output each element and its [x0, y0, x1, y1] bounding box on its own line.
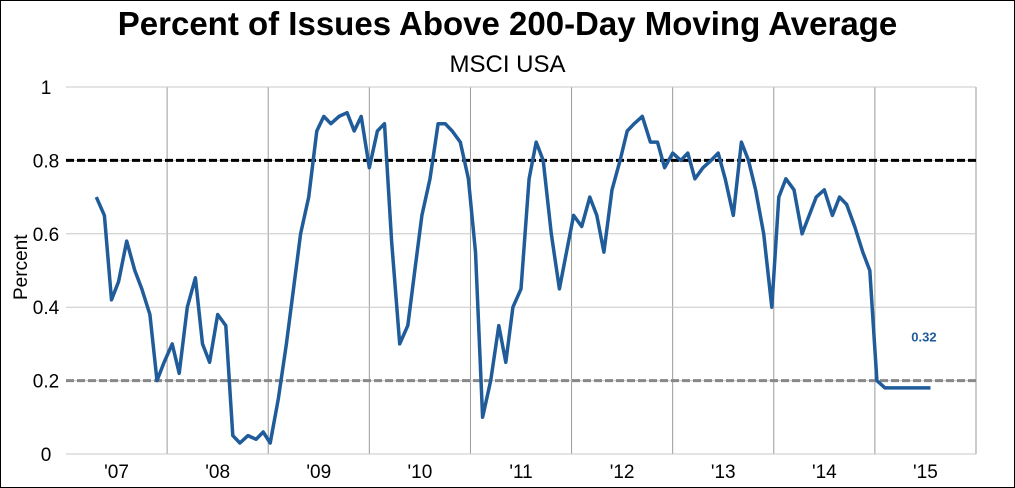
- y-ticks: 0 0.2 0.4 0.6 0.8 1: [33, 78, 60, 466]
- chart-subtitle: MSCI USA: [449, 51, 566, 78]
- x-tick-label: '10: [408, 462, 433, 483]
- data-label: 0.32: [911, 330, 936, 345]
- series-line: [94, 110, 931, 445]
- y-tick-label: 0.8: [33, 151, 59, 172]
- x-tick-label: '09: [306, 462, 331, 483]
- x-tick-label: '14: [812, 462, 837, 483]
- x-tick-label: '12: [610, 462, 635, 483]
- annotations: 0.32: [911, 330, 936, 345]
- y-tick-label: 1: [41, 78, 52, 99]
- reference-lines: [66, 158, 976, 383]
- chart-title: Percent of Issues Above 200-Day Moving A…: [117, 5, 898, 42]
- x-ticks: '07 '08 '09 '10 '11 '12 '13 '14 '15: [104, 462, 938, 483]
- x-tick-label: '08: [205, 462, 230, 483]
- y-tick-label: 0.4: [33, 298, 60, 319]
- y-tick-label: 0.6: [33, 225, 59, 246]
- series-layer: [94, 110, 931, 445]
- x-tick-label: '15: [913, 462, 938, 483]
- x-tick-label: '07: [104, 462, 129, 483]
- y-tick-label: 0: [41, 445, 52, 466]
- y-tick-label: 0.2: [33, 372, 59, 393]
- x-tick-label: '11: [509, 462, 532, 483]
- x-tick-label: '13: [711, 462, 736, 483]
